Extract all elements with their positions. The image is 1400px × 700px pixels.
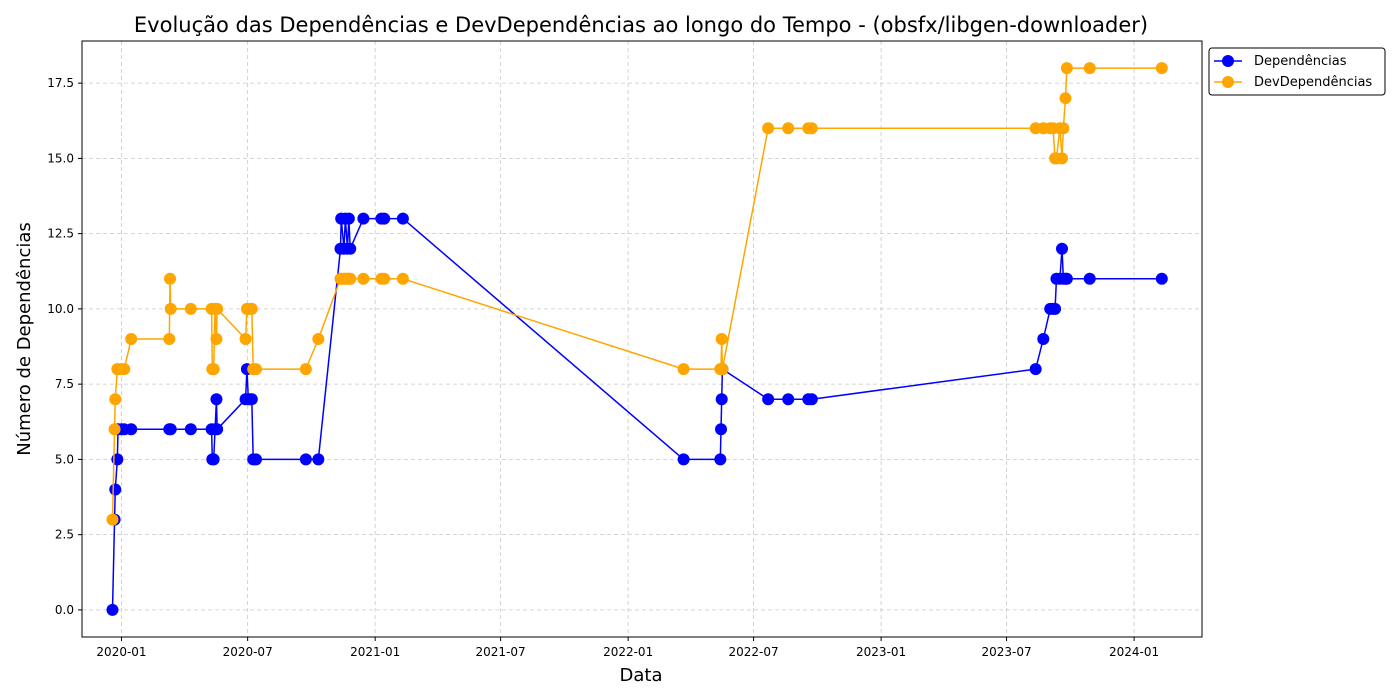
legend-box (1208, 47, 1386, 96)
data-point-devdependencias (118, 363, 131, 376)
data-point-dependencias (1029, 363, 1042, 376)
y-tick-label: 5.0 (55, 452, 74, 466)
legend-label-dependencias: Dependências (1254, 54, 1347, 69)
plot-frame (81, 40, 1203, 638)
legend-label-devdependencias: DevDependências (1254, 75, 1372, 90)
data-point-devdependencias (1060, 62, 1073, 75)
data-point-dependencias (1037, 333, 1050, 345)
series-devdependencias (106, 62, 1168, 526)
data-point-dependencias (184, 423, 197, 436)
data-point-devdependencias (716, 363, 729, 376)
y-tick-label: 12.5 (47, 227, 74, 241)
grid (82, 41, 1202, 637)
y-axis: 0.0 2.5 5.0 7.5 10.0 12.5 15.0 17.5 (47, 76, 82, 617)
x-tick-label: 2023-01 (856, 645, 906, 659)
data-point-dependencias (1155, 272, 1168, 285)
x-tick-label: 2021-07 (476, 645, 526, 659)
data-point-dependencias (357, 212, 370, 225)
data-point-dependencias (805, 393, 818, 406)
data-point-dependencias (342, 212, 355, 225)
data-point-dependencias (249, 453, 262, 466)
data-point-dependencias (1083, 272, 1096, 285)
data-point-devdependencias (1155, 62, 1168, 75)
data-point-dependencias (715, 393, 728, 406)
data-point-devdependencias (210, 333, 223, 345)
data-point-devdependencias (184, 302, 197, 315)
data-point-dependencias (207, 453, 220, 466)
data-point-devdependencias (1083, 62, 1096, 75)
data-point-devdependencias (245, 302, 258, 315)
data-point-devdependencias (106, 513, 119, 526)
data-point-dependencias (299, 453, 312, 466)
x-tick-label: 2021-01 (350, 645, 400, 659)
data-point-devdependencias (805, 122, 818, 135)
data-point-dependencias (344, 242, 357, 255)
x-axis: 2020-01 2020-07 2021-01 2021-07 2022-01 2022-… (96, 637, 1159, 659)
y-tick-label: 15.0 (47, 151, 74, 165)
legend-marker-devdependencias (1222, 76, 1234, 88)
data-point-devdependencias (312, 333, 325, 345)
data-point-devdependencias (396, 272, 409, 285)
data-point-dependencias (378, 212, 391, 225)
data-point-dependencias (762, 393, 775, 406)
y-tick-label: 7.5 (55, 377, 74, 391)
y-tick-label: 17.5 (47, 76, 74, 90)
data-point-dependencias (109, 483, 122, 496)
x-tick-label: 2022-07 (729, 645, 779, 659)
data-point-devdependencias (109, 393, 122, 406)
data-point-dependencias (164, 423, 177, 436)
data-point-dependencias (1060, 272, 1073, 285)
y-axis-label: Número de Dependências (14, 222, 35, 456)
data-point-devdependencias (378, 272, 391, 285)
data-point-devdependencias (108, 423, 121, 436)
data-point-dependencias (125, 423, 138, 436)
series-dependencias (106, 212, 1168, 616)
x-tick-label: 2020-07 (223, 645, 273, 659)
data-point-dependencias (396, 212, 409, 225)
data-point-devdependencias (715, 333, 728, 345)
data-point-dependencias (1049, 302, 1062, 315)
data-point-dependencias (210, 393, 223, 406)
data-point-devdependencias (249, 363, 262, 376)
data-point-devdependencias (163, 333, 176, 345)
data-point-devdependencias (1057, 122, 1070, 135)
data-point-devdependencias (207, 363, 220, 376)
data-point-devdependencias (164, 272, 177, 285)
series-layer (106, 62, 1168, 616)
y-tick-label: 2.5 (55, 528, 74, 542)
x-tick-label: 2023-07 (981, 645, 1031, 659)
x-axis-label: Data (620, 665, 663, 686)
data-point-devdependencias (211, 302, 224, 315)
x-tick-label: 2024-01 (1109, 645, 1159, 659)
data-point-dependencias (714, 453, 727, 466)
data-point-devdependencias (357, 272, 370, 285)
legend: Dependências DevDependências (1208, 47, 1386, 96)
data-point-dependencias (312, 453, 325, 466)
data-point-devdependencias (239, 333, 252, 345)
data-point-devdependencias (762, 122, 775, 135)
y-tick-label: 0.0 (55, 603, 74, 617)
data-point-dependencias (106, 603, 119, 616)
data-point-devdependencias (677, 363, 690, 376)
data-point-dependencias (1056, 242, 1068, 255)
data-point-devdependencias (299, 363, 312, 376)
chart-title: Evolução das Dependências e DevDependênc… (134, 13, 1148, 37)
data-point-dependencias (715, 423, 728, 436)
data-point-dependencias (782, 393, 795, 406)
data-point-devdependencias (782, 122, 795, 135)
y-tick-label: 10.0 (47, 302, 74, 316)
data-point-dependencias (245, 393, 258, 406)
data-point-devdependencias (1056, 152, 1068, 165)
x-tick-label: 2020-01 (96, 645, 146, 659)
data-point-devdependencias (164, 302, 177, 315)
data-point-devdependencias (1059, 92, 1072, 105)
data-point-devdependencias (125, 333, 138, 345)
data-point-dependencias (677, 453, 690, 466)
x-tick-label: 2022-01 (603, 645, 653, 659)
legend-marker-dependencias (1222, 55, 1234, 67)
data-point-devdependencias (344, 272, 357, 285)
data-point-dependencias (211, 423, 224, 436)
